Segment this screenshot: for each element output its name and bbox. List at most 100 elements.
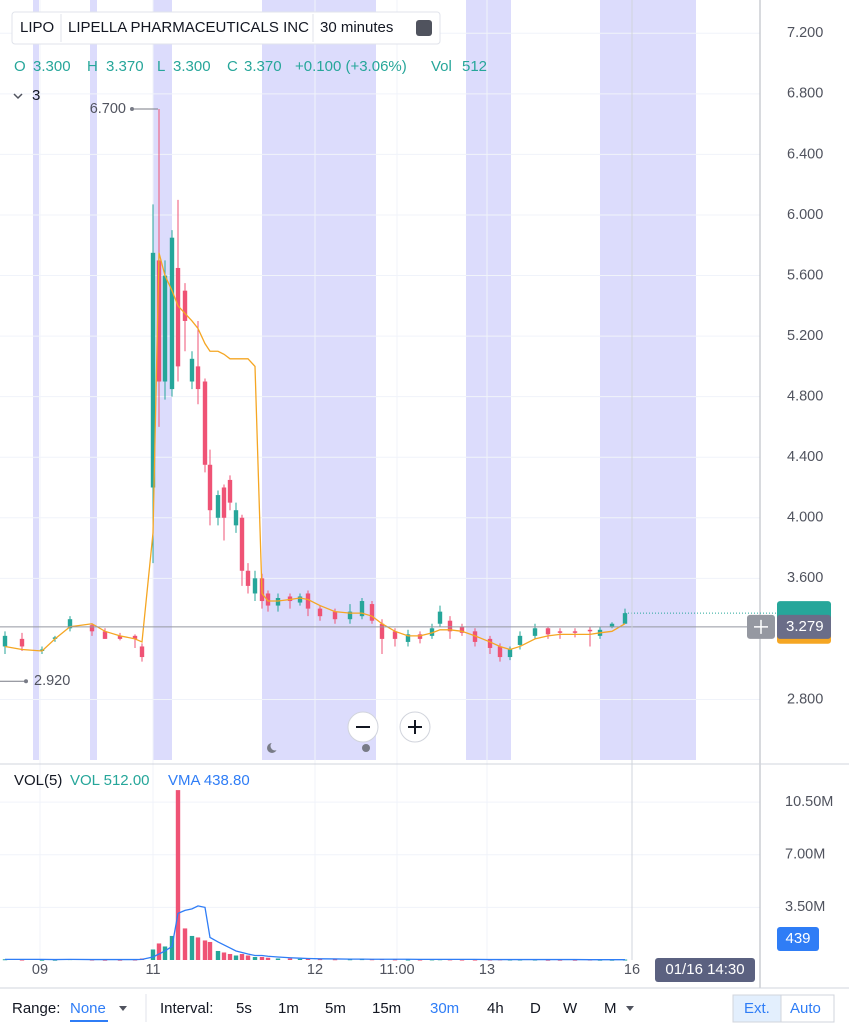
volume-bar [227, 953, 233, 960]
y-tick-label: 4.000 [787, 510, 823, 526]
volume-bar [52, 959, 58, 961]
high-marker-dot [130, 107, 134, 112]
crosshair-time-box [655, 958, 755, 982]
y-tick-label: 6.400 [787, 146, 823, 162]
candle-body [207, 464, 213, 511]
header-box [11, 11, 441, 45]
dropdown-icon[interactable] [626, 1006, 634, 1011]
session-band [90, 0, 97, 760]
candle-body [265, 593, 271, 606]
session-band [600, 0, 696, 760]
interval[interactable]: 30 minutes [320, 19, 393, 36]
volume-bar [156, 943, 162, 960]
candle-body [182, 290, 188, 321]
candle-body [459, 626, 465, 633]
y-tick-label: 6.800 [787, 86, 823, 102]
ext-button[interactable]: Ext. [744, 1000, 770, 1017]
background [33, 0, 696, 760]
y-tick-label: 7.200 [787, 25, 823, 41]
vma-legend: VMA 438.80 [168, 772, 250, 789]
y-tick-label: 4.400 [787, 449, 823, 465]
candle-body [2, 635, 8, 647]
candle-body [150, 252, 156, 488]
volume-bar [175, 790, 181, 960]
interval-option[interactable]: D [530, 1000, 541, 1017]
settings-icon[interactable] [416, 20, 432, 36]
ohlc-key: H [87, 58, 98, 75]
candle-body [239, 517, 245, 571]
candle-body [347, 611, 353, 620]
x-tick-label: 13 [479, 962, 495, 978]
candle-body [472, 631, 478, 642]
volume-bar [252, 956, 258, 960]
x-tick-label: 09 [32, 962, 48, 978]
auto-button[interactable]: Auto [790, 1000, 821, 1017]
candle-body [245, 570, 251, 586]
y-tick-label: 3.50M [785, 899, 825, 915]
zoom-in-icon [408, 720, 422, 734]
candle-body [587, 629, 593, 632]
candle-body [507, 649, 513, 658]
volume-bar [417, 959, 423, 961]
dropdown-icon[interactable] [119, 1006, 127, 1011]
candle-body [417, 634, 423, 639]
candle-body [89, 625, 95, 632]
crosshair-plus [754, 619, 768, 634]
interval-option[interactable]: 15m [372, 1000, 401, 1017]
volume-bar [472, 959, 478, 961]
candle-body [609, 623, 615, 627]
ohlc-key: O [14, 58, 26, 75]
candle-body [275, 598, 281, 606]
plot [0, 0, 760, 961]
y-tick-label: 4.800 [787, 388, 823, 404]
volume-legend: VOL 512.00 [70, 772, 150, 789]
interval-option[interactable]: 30m [430, 1000, 459, 1017]
x-tick-label: 11 [145, 962, 160, 978]
volume-bar [317, 959, 323, 961]
candle-body [132, 635, 138, 639]
session-band [33, 0, 39, 760]
y-tick-label: 7.00M [785, 847, 825, 863]
collapse-icon[interactable] [13, 93, 23, 100]
vma-line [5, 905, 625, 961]
volume-bar [557, 959, 563, 961]
volume-bar [202, 940, 208, 960]
auto-button-bg [780, 994, 835, 1023]
candle-body [139, 646, 145, 658]
volume-bar [233, 955, 239, 960]
candle-body [102, 631, 108, 639]
ohlc-value: 3.300 [33, 58, 71, 75]
x-tick-label: 12 [307, 962, 323, 978]
interval-option[interactable]: 5m [325, 1000, 346, 1017]
volume-bar [189, 935, 195, 960]
candle-body [517, 635, 523, 645]
volume-bar [162, 946, 168, 960]
ohlc-value: 3.370 [244, 58, 282, 75]
interval-option[interactable]: 5s [236, 1000, 252, 1017]
ohlc-key: L [157, 58, 165, 75]
y-tick-label: 3.600 [787, 570, 823, 586]
low-marker-dot [24, 679, 28, 684]
volume-bar [221, 952, 227, 960]
interval-option[interactable]: M [604, 1000, 617, 1017]
y-tick-label: 6.000 [787, 207, 823, 223]
candle-body [305, 593, 311, 609]
candle-body [67, 619, 73, 629]
volume-bar [545, 959, 551, 961]
symbol[interactable]: LIPO [20, 19, 54, 36]
interval-option[interactable]: 1m [278, 1000, 299, 1017]
candle-body [233, 510, 239, 526]
volume-title: VOL(5) [14, 772, 62, 789]
volume-bar [305, 958, 311, 960]
volume-bar [169, 935, 175, 960]
y-tick-label: 2.800 [787, 691, 823, 707]
interval-option[interactable]: 4h [487, 1000, 504, 1017]
range-value[interactable]: None [70, 1000, 106, 1017]
y-tick-label: 5.600 [787, 267, 823, 283]
volume-bar [39, 959, 45, 961]
volume-bar [117, 959, 123, 961]
interval-option[interactable]: W [563, 1000, 578, 1017]
candle-body [162, 275, 168, 382]
toolbar: Range: None Interval: Ext. Auto 5s 1m 5m 15… [12, 994, 835, 1023]
candle-body [169, 237, 175, 390]
